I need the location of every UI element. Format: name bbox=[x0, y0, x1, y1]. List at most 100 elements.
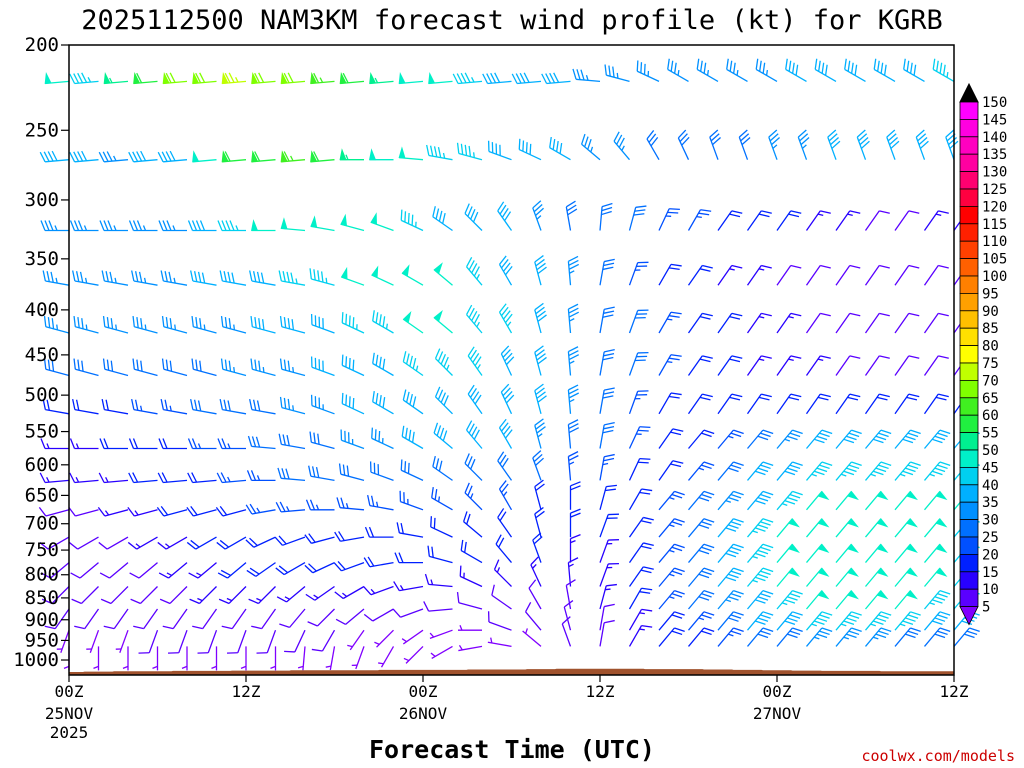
colorbar-swatch bbox=[959, 536, 979, 555]
barb-full bbox=[504, 265, 513, 276]
barb-pennant bbox=[370, 212, 378, 225]
wind-barb bbox=[776, 518, 800, 538]
barb-full bbox=[701, 593, 712, 598]
barb-full bbox=[637, 261, 649, 264]
barb-half bbox=[788, 315, 794, 319]
barb-full bbox=[129, 572, 140, 579]
barb-full bbox=[816, 435, 828, 441]
barb-half bbox=[197, 597, 203, 602]
wind-barb bbox=[658, 311, 682, 334]
barb-full bbox=[74, 625, 85, 630]
barb-half bbox=[46, 477, 50, 483]
barb-full bbox=[281, 468, 286, 479]
barb-half bbox=[105, 477, 109, 483]
wind-barb bbox=[628, 351, 649, 376]
barb-full bbox=[286, 271, 290, 283]
barb-full bbox=[498, 303, 507, 313]
barb-full bbox=[821, 461, 833, 466]
colorbar-label: 115 bbox=[982, 217, 1007, 233]
barb-full bbox=[787, 496, 798, 502]
barb-full bbox=[703, 429, 715, 435]
barb-full bbox=[474, 394, 482, 405]
barb-full bbox=[534, 418, 544, 426]
wind-barb bbox=[497, 451, 513, 481]
barb-half bbox=[143, 277, 147, 284]
barb-full bbox=[860, 140, 870, 149]
barb-full bbox=[733, 567, 744, 573]
barb-half bbox=[113, 155, 117, 162]
barb-full bbox=[738, 129, 748, 138]
colorbar-label: 120 bbox=[982, 199, 1007, 215]
barb-full bbox=[473, 266, 480, 277]
wind-barb bbox=[43, 316, 70, 334]
barb-full bbox=[701, 464, 712, 470]
wind-barb bbox=[39, 536, 70, 550]
wind-barb bbox=[304, 562, 335, 574]
wind-barb bbox=[433, 262, 453, 286]
barb-full bbox=[102, 358, 106, 370]
barb-full bbox=[699, 396, 711, 401]
barb-half bbox=[211, 665, 217, 670]
wind-barb bbox=[98, 536, 129, 550]
barb-half bbox=[115, 324, 118, 330]
barb-full bbox=[670, 431, 682, 436]
barb-full bbox=[535, 349, 545, 357]
wind-barb bbox=[806, 490, 830, 511]
wind-barb bbox=[567, 451, 579, 481]
barb-half bbox=[381, 438, 384, 444]
barb-full bbox=[128, 220, 135, 231]
barb-half bbox=[315, 504, 320, 511]
barb-staff bbox=[498, 264, 513, 286]
barb-full bbox=[282, 271, 286, 282]
barb-full bbox=[310, 356, 313, 368]
barb-full bbox=[789, 493, 801, 499]
barb-staff bbox=[894, 312, 910, 334]
wind-barb bbox=[334, 531, 365, 542]
barb-full bbox=[473, 429, 480, 440]
wind-barb bbox=[275, 562, 306, 576]
barb-full bbox=[191, 316, 194, 327]
barb-full bbox=[762, 611, 774, 616]
wind-barb bbox=[835, 589, 859, 610]
wind-barb bbox=[953, 627, 980, 647]
barb-full bbox=[369, 461, 372, 473]
wind-barb bbox=[924, 429, 951, 449]
barb-full bbox=[81, 360, 84, 372]
wind-barb bbox=[561, 616, 572, 647]
barb-full bbox=[228, 360, 232, 372]
barb-full bbox=[435, 458, 440, 470]
wind-barb bbox=[97, 506, 129, 517]
wind-barb bbox=[717, 589, 744, 610]
barb-full bbox=[789, 593, 801, 598]
wind-barb bbox=[70, 562, 99, 579]
wind-barb bbox=[432, 206, 453, 232]
barb-full bbox=[250, 470, 257, 481]
barb-full bbox=[47, 151, 54, 162]
barb-full bbox=[640, 62, 643, 73]
barb-full bbox=[193, 399, 198, 411]
barb-full bbox=[511, 73, 518, 84]
wind-barb bbox=[776, 567, 800, 587]
barb-full bbox=[77, 151, 84, 162]
barb-half bbox=[606, 542, 613, 545]
barb-full bbox=[536, 262, 546, 271]
wind-barb bbox=[747, 567, 774, 587]
barb-full bbox=[437, 146, 442, 158]
wind-barb bbox=[99, 438, 128, 450]
barb-full bbox=[613, 131, 620, 142]
barb-full bbox=[670, 263, 682, 267]
barb-full bbox=[77, 220, 84, 231]
barb-full bbox=[459, 565, 462, 577]
barb-pennant bbox=[401, 264, 410, 277]
wind-barb bbox=[776, 589, 803, 610]
wind-barb bbox=[688, 567, 715, 587]
barb-half bbox=[376, 501, 379, 508]
barb-full bbox=[255, 436, 261, 448]
barb-full bbox=[337, 560, 346, 570]
barb-staff bbox=[349, 629, 365, 651]
barb-full bbox=[157, 541, 167, 550]
barb-full bbox=[103, 625, 115, 630]
barb-full bbox=[158, 438, 164, 449]
barb-full bbox=[467, 456, 473, 467]
